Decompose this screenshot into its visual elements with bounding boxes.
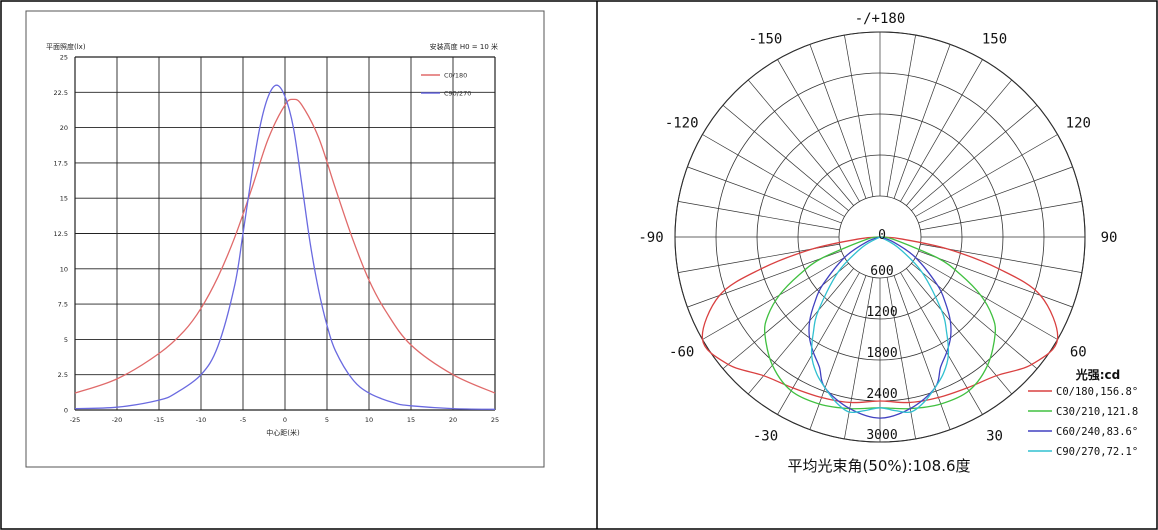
radial-spoke bbox=[809, 44, 867, 199]
radial-spoke bbox=[844, 35, 874, 197]
radial-spoke bbox=[747, 79, 854, 206]
radial-value-label: 0 bbox=[878, 228, 886, 243]
y-tick-label: 12.5 bbox=[54, 230, 68, 238]
radial-spoke bbox=[906, 268, 1013, 395]
mount-height-note: 安装高度 H0 = 10 米 bbox=[430, 42, 498, 51]
radial-spoke bbox=[918, 250, 1073, 308]
series-line bbox=[74, 98, 496, 394]
illuminance-grid bbox=[74, 56, 496, 411]
legend-title: 光强:cd bbox=[1075, 367, 1121, 382]
illuminance-chart: -25 -20 -15 -10 -5 0 5 10 15 20 25 0 2.5 5 7.5 10 12.5 1… bbox=[46, 42, 499, 437]
legend-label: C90/270,72.1° bbox=[1056, 446, 1138, 458]
x-tick-label: -15 bbox=[154, 416, 165, 424]
y-tick-label: 5 bbox=[64, 336, 68, 344]
y-tick-labels: 0 2.5 5 7.5 10 12.5 15 17.5 20 22.5 25 bbox=[54, 54, 68, 415]
intensity-curve bbox=[808, 236, 952, 419]
y-tick-label: 17.5 bbox=[54, 159, 68, 167]
radial-spoke bbox=[915, 257, 1058, 340]
y-axis-label: 平面照度(lx) bbox=[46, 42, 86, 51]
legend-label: C60/240,83.6° bbox=[1056, 426, 1138, 438]
angle-label: 150 bbox=[982, 32, 1007, 48]
polar-intensity-chart: 0 600 1200 1800 2400 3000 -/+180 -150 150 -120 12… bbox=[638, 11, 1138, 475]
angle-label: -90 bbox=[638, 230, 663, 246]
x-tick-label: -25 bbox=[70, 416, 81, 424]
radial-spoke bbox=[920, 201, 1082, 231]
x-tick-label: 5 bbox=[325, 416, 329, 424]
polar-legend: 光强:cd C0/180,156.8° C30/210,121.8 C60/240,8… bbox=[1028, 367, 1138, 458]
radial-spoke bbox=[687, 250, 842, 308]
radial-value-label: 1200 bbox=[866, 305, 897, 320]
angle-label: -30 bbox=[753, 428, 778, 444]
angle-label: 60 bbox=[1070, 345, 1087, 361]
radial-spoke bbox=[777, 59, 860, 202]
angle-label: 90 bbox=[1101, 230, 1118, 246]
intensity-curve bbox=[701, 236, 1059, 404]
radial-spoke bbox=[702, 257, 845, 340]
radial-spoke bbox=[722, 263, 849, 370]
y-tick-label: 22.5 bbox=[54, 89, 68, 97]
y-tick-label: 25 bbox=[60, 54, 68, 62]
polar-series bbox=[701, 236, 1059, 419]
radial-value-label: 3000 bbox=[866, 428, 897, 443]
x-axis-label: 中心距(米) bbox=[266, 428, 300, 437]
radial-spoke bbox=[678, 201, 840, 231]
radial-spoke bbox=[886, 35, 916, 197]
x-tick-label: 20 bbox=[449, 416, 457, 424]
intensity-curve bbox=[810, 236, 950, 414]
y-tick-label: 10 bbox=[60, 265, 68, 273]
legend-label: C0/180,156.8° bbox=[1056, 386, 1138, 398]
angle-labels: -/+180 -150 150 -120 120 -90 90 -60 60 -30 30 bbox=[638, 11, 1117, 444]
radial-spoke bbox=[906, 79, 1013, 206]
radial-spoke bbox=[911, 104, 1038, 211]
x-tick-label: 15 bbox=[407, 416, 415, 424]
x-tick-label: 10 bbox=[365, 416, 373, 424]
polar-grid bbox=[674, 31, 1086, 443]
angle-label: -60 bbox=[669, 345, 694, 361]
legend-label: C0/180 bbox=[444, 72, 467, 80]
series-line bbox=[74, 84, 496, 410]
radial-spoke bbox=[702, 134, 845, 217]
radial-spoke bbox=[893, 44, 951, 199]
radial-spoke bbox=[747, 268, 854, 395]
x-tick-label: 25 bbox=[491, 416, 499, 424]
radial-spoke bbox=[900, 59, 983, 202]
radial-spoke bbox=[918, 166, 1073, 224]
x-tick-label: -20 bbox=[112, 416, 123, 424]
radial-value-label: 1800 bbox=[866, 346, 897, 361]
radial-spoke bbox=[687, 166, 842, 224]
angle-label: -120 bbox=[665, 116, 699, 132]
legend-label: C30/210,121.8 bbox=[1056, 406, 1138, 418]
angle-label: 120 bbox=[1066, 116, 1091, 132]
x-tick-labels: -25 -20 -15 -10 -5 0 5 10 15 20 25 bbox=[70, 416, 499, 424]
beam-angle-caption: 平均光束角(50%):108.6度 bbox=[787, 457, 970, 475]
radial-spoke bbox=[722, 104, 849, 211]
angle-label: -150 bbox=[749, 32, 783, 48]
angle-label: 30 bbox=[986, 428, 1003, 444]
x-tick-label: -5 bbox=[240, 416, 246, 424]
left-chart-frame bbox=[25, 10, 545, 468]
radial-value-label: 600 bbox=[870, 264, 893, 279]
radial-value-label: 2400 bbox=[866, 387, 897, 402]
illuminance-legend: C0/180 C90/270 bbox=[421, 72, 471, 98]
y-tick-label: 7.5 bbox=[58, 301, 68, 309]
y-tick-label: 20 bbox=[60, 124, 68, 132]
radial-spoke bbox=[915, 134, 1058, 217]
illuminance-series bbox=[74, 84, 496, 410]
y-tick-label: 2.5 bbox=[58, 371, 68, 379]
y-tick-label: 15 bbox=[60, 195, 68, 203]
radial-labels: 0 600 1200 1800 2400 3000 bbox=[866, 228, 897, 443]
x-tick-label: -10 bbox=[196, 416, 207, 424]
y-tick-label: 0 bbox=[64, 407, 68, 415]
legend-label: C90/270 bbox=[444, 90, 471, 98]
angle-label: -/+180 bbox=[855, 11, 906, 27]
radial-spoke bbox=[911, 263, 1038, 370]
x-tick-label: 0 bbox=[283, 416, 287, 424]
